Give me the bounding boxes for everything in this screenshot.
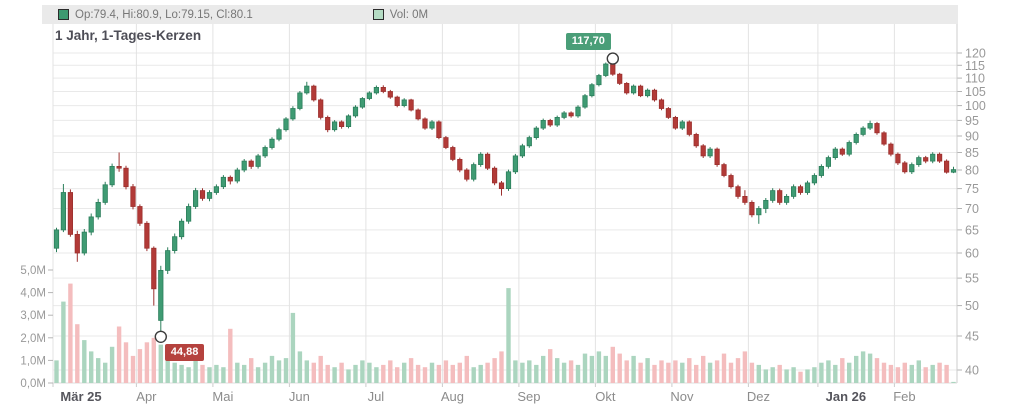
svg-text:Jun: Jun xyxy=(289,389,310,404)
svg-text:105: 105 xyxy=(965,85,986,99)
ohlc-legend-label: Op:79.4, Hi:80.9, Lo:79.15, Cl:80.1 xyxy=(75,8,253,21)
volume-legend-label: Vol: 0M xyxy=(389,8,429,21)
svg-text:Aug: Aug xyxy=(441,389,464,404)
svg-text:55: 55 xyxy=(965,272,979,286)
svg-text:Sep: Sep xyxy=(517,389,540,404)
svg-text:110: 110 xyxy=(965,72,985,86)
svg-text:Nov: Nov xyxy=(670,389,694,404)
svg-text:45: 45 xyxy=(965,330,979,344)
svg-text:50: 50 xyxy=(965,299,979,313)
svg-text:Dez: Dez xyxy=(747,389,770,404)
high-marker-circle xyxy=(606,52,619,65)
svg-text:Jul: Jul xyxy=(368,389,385,404)
svg-text:Feb: Feb xyxy=(893,389,915,404)
svg-text:70: 70 xyxy=(965,202,979,216)
svg-text:65: 65 xyxy=(965,223,979,237)
legend-volume: Vol: 0M xyxy=(372,8,429,21)
svg-text:3,0M: 3,0M xyxy=(20,310,46,322)
svg-text:Okt: Okt xyxy=(595,389,616,404)
high-price-badge: 117,70 xyxy=(565,32,611,50)
svg-text:85: 85 xyxy=(965,146,979,160)
svg-text:120: 120 xyxy=(965,47,986,61)
svg-text:90: 90 xyxy=(965,130,979,144)
legend-ohlc: Op:79.4, Hi:80.9, Lo:79.15, Cl:80.1 xyxy=(58,9,253,21)
chart-title: 1 Jahr, 1-Tages-Kerzen xyxy=(55,28,202,43)
svg-text:4,0M: 4,0M xyxy=(20,288,46,300)
svg-text:100: 100 xyxy=(965,99,986,113)
svg-text:Mai: Mai xyxy=(212,389,233,404)
low-marker-circle xyxy=(154,330,168,343)
volume-series-swatch-icon xyxy=(372,9,384,20)
svg-text:Jan 26: Jan 26 xyxy=(826,389,866,404)
legend-band: Op:79.4, Hi:80.9, Lo:79.15, Cl:80.1 Vol:… xyxy=(42,5,958,24)
svg-text:115: 115 xyxy=(965,59,985,73)
svg-text:95: 95 xyxy=(965,114,979,128)
svg-text:2,0M: 2,0M xyxy=(20,333,46,345)
low-price-badge: 44,88 xyxy=(164,343,205,361)
svg-text:Mär 25: Mär 25 xyxy=(60,389,101,404)
svg-text:Apr: Apr xyxy=(136,389,157,404)
svg-text:80: 80 xyxy=(965,164,979,178)
svg-text:1,0M: 1,0M xyxy=(20,355,46,367)
svg-text:60: 60 xyxy=(965,247,979,261)
candle-series-swatch-icon xyxy=(58,9,69,20)
svg-text:75: 75 xyxy=(965,182,979,196)
svg-text:40: 40 xyxy=(965,364,979,378)
svg-text:5,0M: 5,0M xyxy=(20,265,46,277)
svg-text:0,0M: 0,0M xyxy=(20,378,46,390)
